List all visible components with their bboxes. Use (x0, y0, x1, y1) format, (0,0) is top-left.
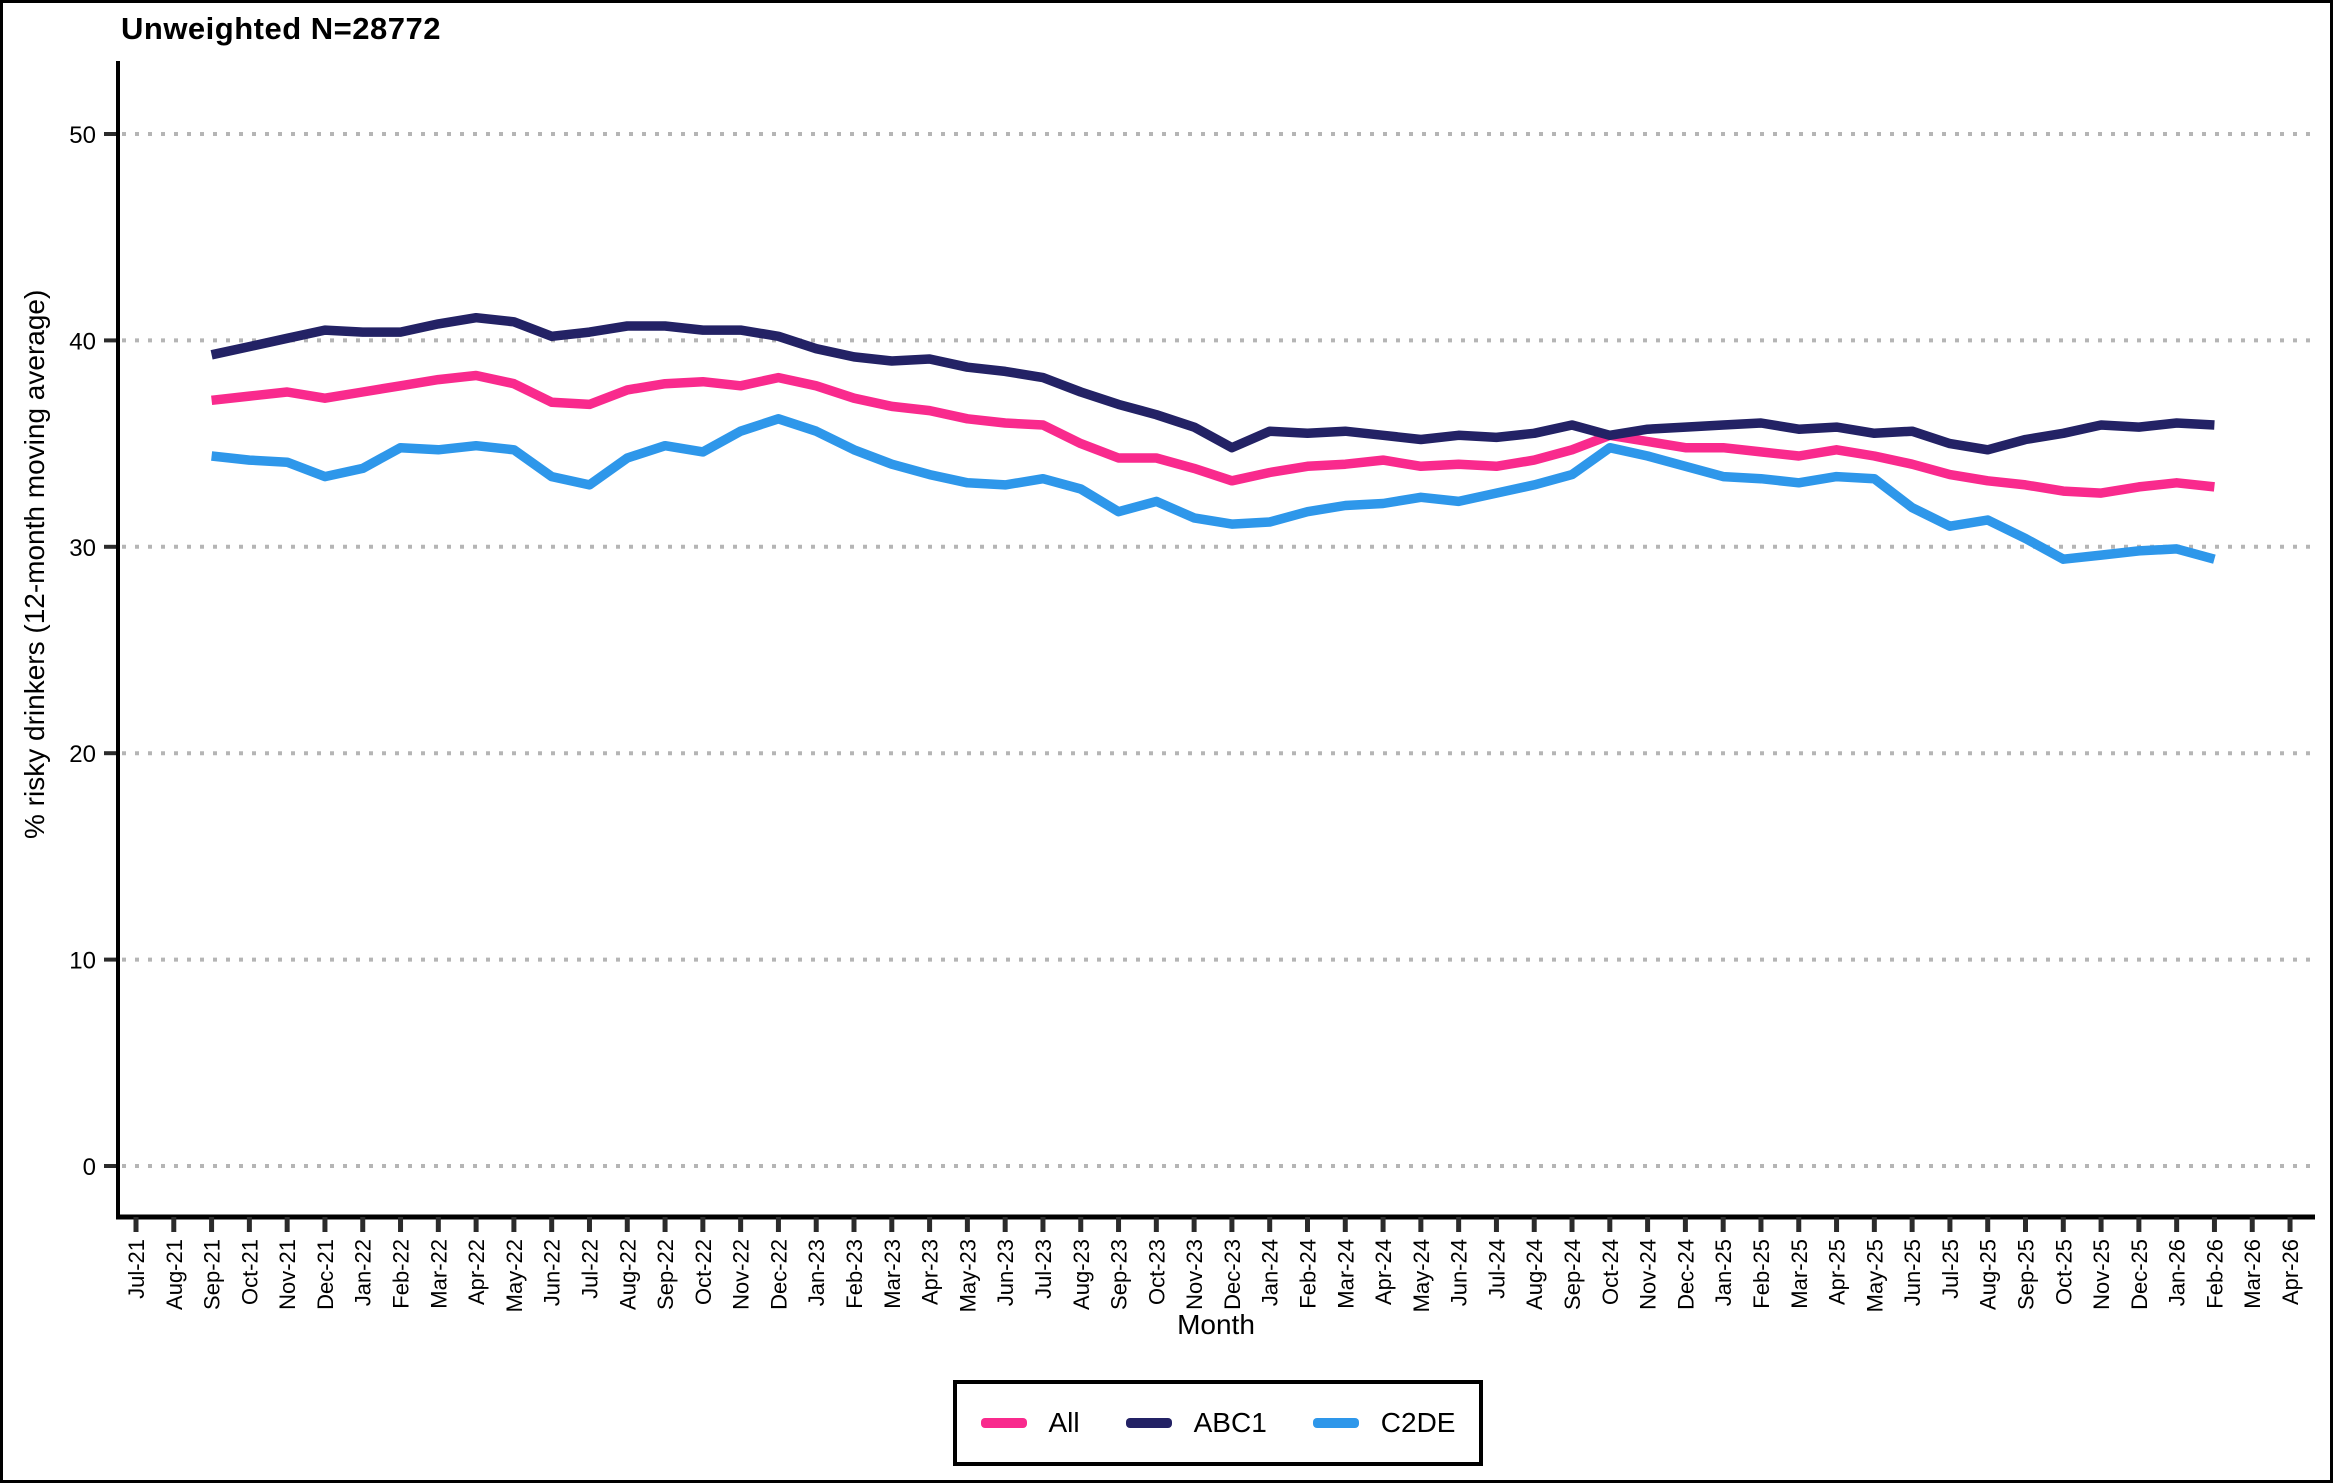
x-tick-label: Dec-24 (1673, 1239, 1698, 1310)
x-tick-label: Jun-23 (993, 1239, 1018, 1306)
x-tick-label: Feb-22 (389, 1239, 414, 1309)
x-tick-label: Apr-22 (464, 1239, 489, 1305)
x-tick-label: Oct-25 (2051, 1239, 2076, 1305)
x-tick-label: Dec-23 (1220, 1239, 1245, 1310)
x-tick-label: Apr-26 (2278, 1239, 2303, 1305)
x-tick-label: Aug-21 (162, 1239, 187, 1310)
x-tick-label: Nov-23 (1182, 1239, 1207, 1310)
x-tick-label: Jan-24 (1258, 1239, 1283, 1306)
x-tick-label: Feb-25 (1749, 1239, 1774, 1309)
x-tick-label: Jun-25 (1900, 1239, 1925, 1306)
x-tick-label: Jul-21 (124, 1239, 149, 1299)
x-tick-label: Mar-23 (880, 1239, 905, 1309)
x-tick-label: Dec-25 (2127, 1239, 2152, 1310)
y-tick-label: 0 (83, 1154, 96, 1181)
x-tick-label: Mar-24 (1333, 1239, 1358, 1309)
legend-swatch-c2de (1312, 1418, 1359, 1428)
x-tick-label: Nov-24 (1636, 1239, 1661, 1310)
x-tick-label: Jan-26 (2165, 1239, 2190, 1306)
x-tick-label: Sep-24 (1560, 1239, 1585, 1310)
x-tick-label: Jun-24 (1447, 1239, 1472, 1306)
chart-title: Unweighted N=28772 (121, 11, 441, 46)
legend: All ABC1 C2DE (953, 1380, 1483, 1466)
legend-item-c2de: C2DE (1312, 1407, 1456, 1439)
x-tick-label: May-25 (1862, 1239, 1887, 1312)
x-tick-label: Mar-22 (426, 1239, 451, 1309)
x-tick-label: Jan-25 (1711, 1239, 1736, 1306)
y-tick-label: 10 (69, 948, 96, 975)
x-tick-label: Sep-22 (653, 1239, 678, 1310)
x-tick-label: Jul-23 (1031, 1239, 1056, 1299)
x-tick-label: Oct-23 (1144, 1239, 1169, 1305)
x-tick-label: May-22 (502, 1239, 527, 1312)
x-tick-label: Sep-21 (200, 1239, 225, 1310)
x-tick-label: Aug-25 (1976, 1239, 2001, 1310)
x-tick-label: Mar-26 (2240, 1239, 2265, 1309)
series-line-abc1 (210, 312, 2215, 455)
x-tick-label: May-24 (1409, 1239, 1434, 1312)
x-tick-label: May-23 (955, 1239, 980, 1312)
x-tick-label: Aug-22 (615, 1239, 640, 1310)
x-tick-label: Nov-21 (275, 1239, 300, 1310)
y-tick-label: 20 (69, 741, 96, 768)
x-tick-label: Oct-21 (237, 1239, 262, 1305)
x-tick-label: Feb-26 (2202, 1239, 2227, 1309)
legend-label-all: All (1048, 1407, 1080, 1438)
x-tick-label: Apr-25 (1825, 1239, 1850, 1305)
y-tick-label: 30 (69, 535, 96, 562)
x-axis-title: Month (1177, 1309, 1255, 1340)
x-tick-label: Apr-23 (918, 1239, 943, 1305)
x-tick-label: Jan-23 (804, 1239, 829, 1306)
x-tick-label: Jul-24 (1484, 1239, 1509, 1299)
x-tick-label: Sep-23 (1107, 1239, 1132, 1310)
x-tick-label: Nov-22 (729, 1239, 754, 1310)
x-tick-label: Oct-24 (1598, 1239, 1623, 1305)
x-tick-label: Jan-22 (351, 1239, 376, 1306)
x-tick-label: Feb-24 (1295, 1239, 1320, 1309)
y-axis-title: % risky drinkers (12-month moving averag… (19, 289, 50, 839)
x-tick-label: Apr-24 (1371, 1239, 1396, 1305)
x-tick-label: Aug-24 (1522, 1239, 1547, 1310)
x-tick-label: Mar-25 (1787, 1239, 1812, 1309)
x-tick-label: Sep-25 (2014, 1239, 2039, 1310)
y-tick-label: 40 (69, 328, 96, 355)
x-tick-label: Jun-22 (540, 1239, 565, 1306)
x-tick-label: Feb-23 (842, 1239, 867, 1309)
legend-label-abc1: ABC1 (1193, 1407, 1267, 1438)
x-tick-label: Jul-22 (577, 1239, 602, 1299)
plot-area: 0 10 20 30 40 50 Jul-21 Aug-21 Sep-21 Oct-21 Nov-2… (69, 61, 2315, 1312)
y-tick-label: 50 (69, 122, 96, 149)
legend-swatch-all (980, 1418, 1027, 1428)
x-tick-label: Jul-25 (1938, 1239, 1963, 1299)
x-tick-label: Dec-21 (313, 1239, 338, 1310)
legend-label-c2de: C2DE (1380, 1407, 1456, 1438)
legend-swatch-abc1 (1125, 1418, 1172, 1428)
x-tick-label: Aug-23 (1069, 1239, 1094, 1310)
x-tick-label: Oct-22 (691, 1239, 716, 1305)
series-line-c2de (211, 414, 2216, 564)
x-tick-label: Dec-22 (766, 1239, 791, 1310)
x-tick-label: Nov-25 (2089, 1239, 2114, 1310)
series-line-all (211, 370, 2215, 498)
legend-item-abc1: ABC1 (1125, 1407, 1267, 1439)
legend-item-all: All (980, 1407, 1080, 1439)
